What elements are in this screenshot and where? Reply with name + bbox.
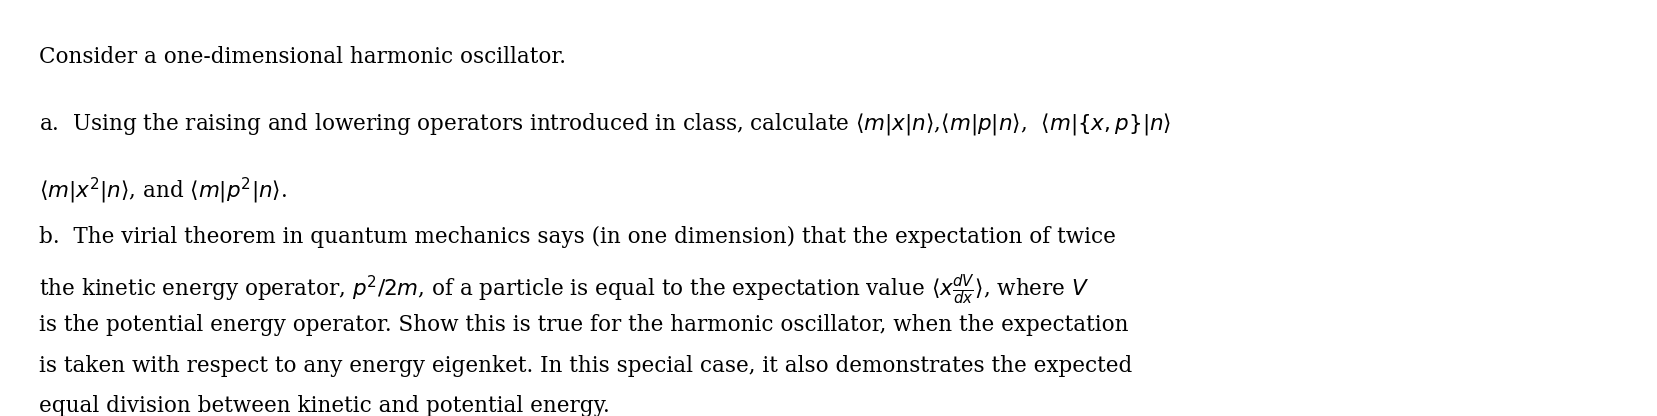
Text: b.  The virial theorem in quantum mechanics says (in one dimension) that the exp: b. The virial theorem in quantum mechani… — [40, 226, 1115, 248]
Text: is taken with respect to any energy eigenket. In this special case, it also demo: is taken with respect to any energy eige… — [40, 355, 1132, 377]
Text: equal division between kinetic and potential energy.: equal division between kinetic and poten… — [40, 395, 610, 416]
Text: the kinetic energy operator, $p^2/2m$, of a particle is equal to the expectation: the kinetic energy operator, $p^2/2m$, o… — [40, 272, 1089, 307]
Text: Consider a one-dimensional harmonic oscillator.: Consider a one-dimensional harmonic osci… — [40, 46, 565, 68]
Text: $\langle m|x^2|n\rangle$, and $\langle m|p^2|n\rangle$.: $\langle m|x^2|n\rangle$, and $\langle m… — [40, 176, 287, 206]
Text: is the potential energy operator. Show this is true for the harmonic oscillator,: is the potential energy operator. Show t… — [40, 314, 1128, 336]
Text: a.  Using the raising and lowering operators introduced in class, calculate $\la: a. Using the raising and lowering operat… — [40, 111, 1171, 137]
